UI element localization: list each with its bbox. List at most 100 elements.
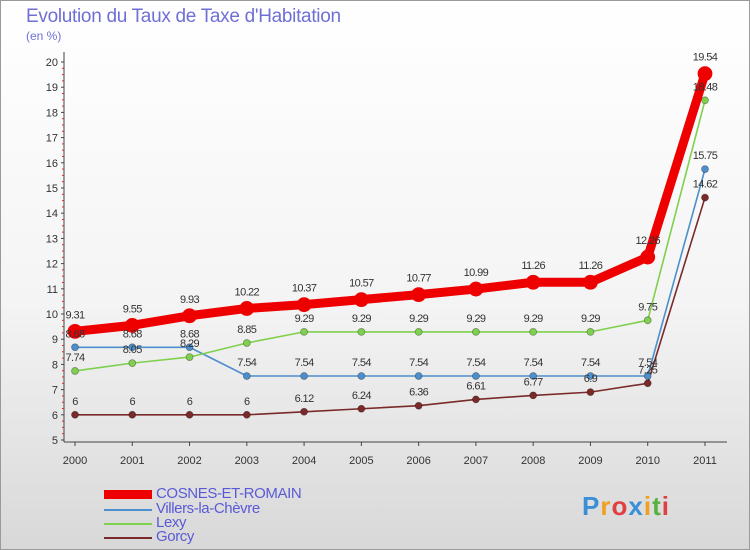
data-point <box>300 327 308 336</box>
x-tick-label: 2005 <box>349 455 373 467</box>
y-tick-label: 9 <box>52 334 58 346</box>
legend-swatch <box>104 490 152 499</box>
data-label: 8.68 <box>180 328 199 340</box>
data-point <box>357 327 366 336</box>
data-label: 9.29 <box>352 313 371 325</box>
data-label: 7.54 <box>352 357 371 369</box>
legend-label: Villers-la-Chèvre <box>156 500 260 517</box>
x-tick-label: 2011 <box>693 455 717 467</box>
y-tick-label: 18 <box>46 107 58 119</box>
chart-unit-label: (en %) <box>26 29 62 43</box>
data-point <box>586 388 595 397</box>
data-label: 19.54 <box>693 52 718 64</box>
data-label: 7.54 <box>466 357 485 369</box>
y-tick-label: 14 <box>46 208 58 220</box>
y-tick-label: 7 <box>52 385 58 397</box>
data-point <box>640 249 656 265</box>
data-label: 9.55 <box>123 303 142 315</box>
data-label: 8.68 <box>123 328 142 340</box>
x-tick-label: 2001 <box>120 455 144 467</box>
x-tick-label: 2010 <box>635 455 659 467</box>
data-point <box>411 287 427 302</box>
data-point <box>239 301 255 316</box>
data-point <box>643 379 652 388</box>
data-point <box>414 401 423 410</box>
y-tick-label: 17 <box>46 133 58 145</box>
data-label: 7.54 <box>524 357 543 369</box>
data-point <box>71 410 79 419</box>
data-label: 7.54 <box>638 357 657 369</box>
data-point <box>697 66 713 81</box>
data-label: 11.26 <box>521 260 545 272</box>
data-point <box>468 281 484 297</box>
x-tick-label: 2004 <box>292 455 316 467</box>
data-point <box>185 410 194 419</box>
series-line-villers-la-ch-vre <box>74 168 706 377</box>
data-label: 7.54 <box>409 357 428 369</box>
data-label: 9.93 <box>180 294 199 306</box>
series-line-gorcy <box>74 196 706 416</box>
data-label: 9.29 <box>409 313 428 325</box>
data-point <box>643 316 652 325</box>
data-point <box>529 372 538 380</box>
data-point <box>71 343 79 352</box>
data-point <box>296 297 312 313</box>
data-point <box>357 404 366 413</box>
data-point <box>300 407 308 416</box>
data-label: 10.37 <box>292 283 317 295</box>
data-point <box>529 391 538 400</box>
data-point <box>529 327 538 336</box>
data-label: 10.99 <box>464 267 489 279</box>
data-point <box>242 372 251 380</box>
data-label: 8.29 <box>180 338 199 350</box>
data-point <box>414 327 423 336</box>
data-label: 8.68 <box>65 328 84 340</box>
y-tick-label: 5 <box>52 435 58 447</box>
data-label: 10.22 <box>235 286 260 298</box>
data-point <box>472 372 480 380</box>
data-point <box>701 96 709 105</box>
data-point <box>472 395 480 404</box>
data-point <box>128 410 137 419</box>
data-point <box>242 410 251 419</box>
data-point <box>472 327 480 336</box>
data-point <box>357 372 366 380</box>
logo-letter: i <box>643 491 653 521</box>
data-point <box>185 343 194 352</box>
data-label: 6 <box>72 396 78 408</box>
data-point <box>525 274 541 290</box>
data-label: 6.77 <box>524 376 543 388</box>
data-point <box>128 343 137 352</box>
data-label: 7.74 <box>65 352 84 364</box>
legend-label: Gorcy <box>156 528 195 545</box>
data-label: 6 <box>187 396 193 408</box>
y-tick-label: 11 <box>47 284 58 296</box>
data-label: 18.48 <box>693 81 718 93</box>
x-tick-label: 2002 <box>177 455 201 467</box>
logo-letter: o <box>611 491 629 521</box>
series-line-lexy <box>74 99 706 372</box>
data-label: 6.24 <box>352 390 371 402</box>
data-label: 7.54 <box>237 357 256 369</box>
y-tick-label: 6 <box>52 410 58 422</box>
data-label: 7.54 <box>581 357 600 369</box>
x-tick-label: 2000 <box>63 455 87 467</box>
data-label: 8.85 <box>237 324 256 336</box>
data-point <box>414 372 423 380</box>
data-point <box>185 353 194 361</box>
data-point <box>128 359 137 368</box>
data-point <box>643 372 652 380</box>
data-label: 6 <box>130 396 136 408</box>
data-point <box>71 367 79 375</box>
data-label: 9.75 <box>638 301 657 313</box>
data-point <box>701 165 709 174</box>
data-label: 6.61 <box>466 380 485 392</box>
data-label: 12.26 <box>635 235 660 247</box>
data-point <box>300 372 308 380</box>
y-tick-label: 19 <box>46 82 58 94</box>
chart-title: Evolution du Taux de Taxe d'Habitation <box>26 6 341 27</box>
proxiti-logo: Proxiti <box>582 491 670 522</box>
data-label: 9.29 <box>466 313 485 325</box>
logo-letter: x <box>628 491 644 521</box>
